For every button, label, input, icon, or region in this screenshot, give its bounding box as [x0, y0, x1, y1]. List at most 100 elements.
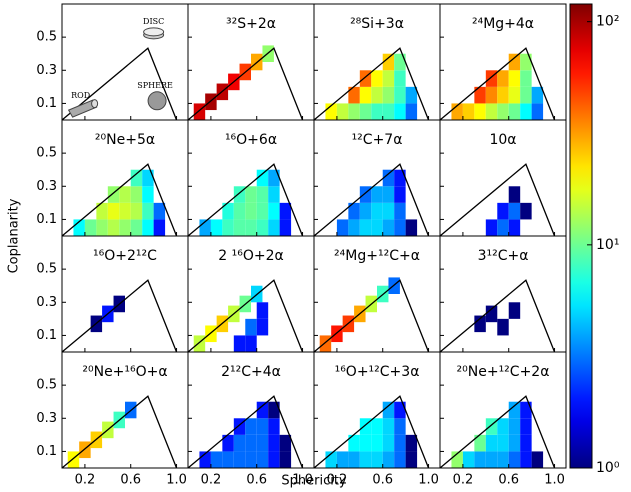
heat-cell: [485, 86, 498, 104]
heat-cell: [96, 202, 108, 220]
heat-cell: [371, 186, 383, 203]
heat-cell: [508, 302, 521, 319]
heat-cell: [405, 434, 418, 452]
sphere-icon: [147, 91, 167, 111]
panel: 0.1 0.3 0.5 ²⁰Ne+5α: [36, 119, 189, 237]
panel-title: ³²S+2α: [226, 16, 276, 32]
heat-cell: [256, 169, 269, 187]
heat-cell: [359, 434, 372, 452]
x-tick-label: 1.0: [418, 473, 439, 488]
heat-cell: [382, 451, 395, 468]
panel: 0.2 0.6 1.0 ¹⁶O+¹²C+3α: [313, 351, 441, 488]
y-tick-label: 0.1: [36, 444, 57, 459]
heat-cell: [268, 418, 280, 435]
cells: [451, 401, 544, 468]
heat-cell: [348, 103, 360, 120]
heat-cell: [348, 451, 360, 468]
heat-cell: [520, 401, 532, 419]
triangle-boundary: [187, 395, 304, 469]
heat-cell: [371, 202, 383, 220]
heat-cell: [382, 86, 395, 104]
heat-cell: [245, 335, 257, 352]
heat-cell: [520, 70, 532, 87]
heat-cell: [531, 103, 544, 120]
heat-cell: [497, 318, 509, 336]
heat-cell: [348, 434, 360, 452]
heat-cell: [222, 451, 234, 468]
heat-cell: [245, 219, 257, 236]
heat-cell: [394, 103, 406, 120]
colorbar-tick-label: 10⁰: [596, 460, 620, 476]
heat-cell: [359, 202, 372, 220]
heat-cell: [233, 451, 246, 468]
heat-cell: [279, 202, 292, 220]
heat-cell: [508, 70, 521, 87]
heat-cell: [359, 418, 372, 435]
heat-cell: [474, 434, 486, 452]
x-tick-label: 0.2: [75, 473, 96, 488]
heat-cell: [268, 169, 280, 187]
panel: 3¹²C+α: [439, 235, 567, 353]
panel-title: ²⁸Si+3α: [350, 16, 404, 32]
colorbar-tick-label: 10¹: [596, 237, 619, 253]
heat-cell: [256, 434, 269, 452]
triangle-boundary: [313, 163, 430, 237]
triangle-boundary: [439, 395, 556, 469]
heat-cell: [508, 103, 521, 120]
heat-cell: [84, 219, 97, 236]
panel-title: ²⁴Mg+4α: [472, 16, 534, 32]
heat-cell: [382, 53, 395, 71]
triangle-boundary: [313, 47, 430, 121]
panel-title: ¹²C+7α: [352, 132, 403, 148]
heat-cell: [142, 202, 154, 220]
panel: 0.1 0.3 0.5 ¹⁶O+2¹²C: [36, 235, 189, 353]
heat-cell: [73, 219, 85, 236]
heat-cell: [474, 451, 486, 468]
y-tick-label: 0.3: [36, 411, 57, 426]
heat-cell: [394, 418, 406, 435]
y-tick-label: 0.3: [36, 63, 57, 78]
heat-cell: [382, 434, 395, 452]
heat-cell: [394, 186, 406, 203]
heat-cell: [371, 219, 383, 236]
cells: [325, 53, 418, 120]
heat-cell: [67, 451, 80, 468]
heat-cell: [405, 219, 418, 236]
heat-cell: [371, 70, 383, 87]
cells: [193, 45, 274, 120]
triangle-boundary: [61, 47, 178, 121]
heat-cell: [531, 451, 544, 468]
triangle-boundary: [313, 279, 430, 353]
heat-cell: [485, 305, 498, 323]
heat-cell: [520, 86, 532, 104]
heat-cell: [336, 219, 349, 236]
heat-cell: [485, 451, 498, 468]
heat-cell: [371, 434, 383, 452]
heat-cell: [256, 302, 269, 319]
x-tick-label: 0.6: [498, 473, 519, 488]
heat-cell: [233, 219, 246, 236]
panel: 0.2 0.6 1.0 ²⁰Ne+¹²C+2α: [439, 351, 567, 488]
heat-cell: [233, 186, 246, 203]
heat-cell: [394, 434, 406, 452]
heat-cell: [359, 70, 372, 87]
y-tick-label: 0.1: [36, 212, 57, 227]
heat-cell: [382, 202, 395, 220]
heat-cell: [348, 219, 360, 236]
heat-cell: [394, 219, 406, 236]
heat-cell: [359, 186, 372, 203]
heat-cell: [142, 169, 154, 187]
rod-icon-end: [91, 99, 99, 109]
heat-cell: [474, 86, 486, 104]
heat-cell: [394, 451, 406, 468]
heat-cell: [508, 186, 521, 203]
panel-title: 2¹²C+4α: [221, 364, 281, 380]
heat-cell: [331, 325, 343, 343]
heat-cell: [256, 401, 269, 419]
panel: ¹²C+7α: [313, 119, 441, 237]
heat-cell: [268, 219, 280, 236]
panel: ³²S+2α: [187, 3, 315, 121]
heat-cell: [497, 202, 509, 220]
triangle-boundary: [187, 163, 304, 237]
heat-cell: [394, 401, 406, 419]
